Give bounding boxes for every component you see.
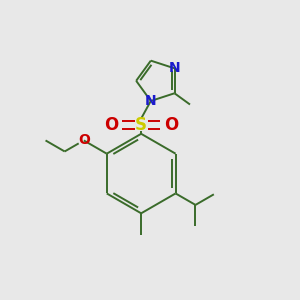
Text: O: O xyxy=(104,116,118,134)
Text: O: O xyxy=(78,134,90,147)
Text: N: N xyxy=(145,94,157,108)
Text: O: O xyxy=(164,116,178,134)
Text: N: N xyxy=(169,61,180,75)
Text: S: S xyxy=(135,116,147,134)
